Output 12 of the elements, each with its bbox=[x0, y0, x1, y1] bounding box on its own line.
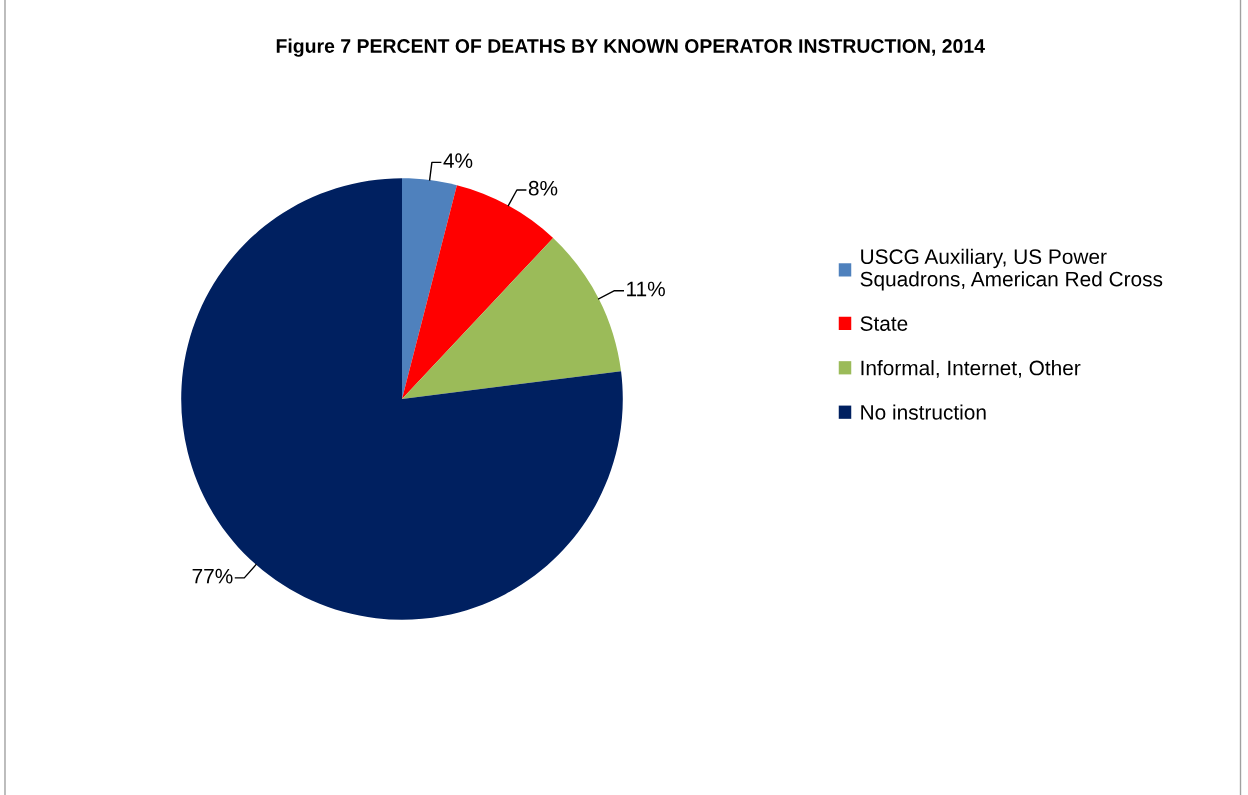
data-label: 11% bbox=[627, 281, 665, 297]
pie-slice bbox=[402, 238, 622, 399]
legend-label: USCG Auxiliary, US Power Squadrons, American Red Cross bbox=[860, 248, 1163, 291]
legend-label: Informal, Internet, Other bbox=[861, 360, 1081, 378]
chart-title: Figure 7 PERCENT OF DEATHS BY KNOWN OPERATOR INSTRUCTION, 2014 bbox=[276, 38, 985, 57]
legend-label: No instruction bbox=[861, 404, 986, 420]
data-label: 77% bbox=[192, 568, 233, 584]
pie-slice bbox=[181, 178, 623, 620]
legend-label: State bbox=[860, 316, 908, 331]
pie-slice bbox=[402, 178, 457, 399]
data-label: 8% bbox=[528, 180, 558, 196]
data-label: 4% bbox=[443, 153, 473, 168]
